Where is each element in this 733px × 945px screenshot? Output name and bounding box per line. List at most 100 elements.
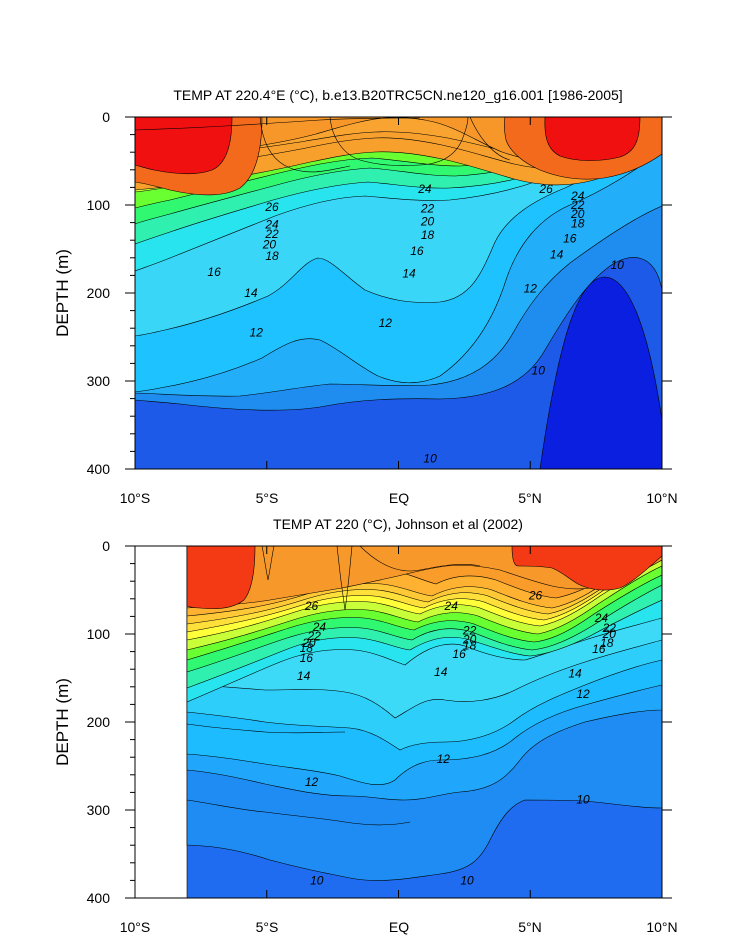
bot-xtick-5n: 5°N (518, 919, 542, 935)
bc-line-5 (186, 799, 411, 826)
bot-ytick-300: 300 (87, 802, 111, 818)
tc-line-2 (329, 117, 469, 166)
bottom-contour-label-20: 16 (592, 642, 606, 656)
bottom-contour-label-11: 16 (452, 647, 466, 661)
tf-left-cap-inner (135, 117, 233, 175)
top-contour-label-7: 12 (250, 326, 264, 340)
top-xtick-eq: EQ (389, 490, 409, 506)
bot-ytick-100: 100 (87, 626, 111, 642)
top-contour-label-11: 18 (421, 228, 435, 242)
bottom-panel: TEMP AT 220 (°C), Johnson et al (2002) D… (53, 516, 678, 935)
bottom-ytick-labels: 0 100 200 300 400 (87, 538, 111, 906)
top-ytick-300: 300 (87, 373, 111, 389)
top-contour-label-0: 26 (264, 200, 279, 214)
top-contour-label-24: 10 (532, 363, 546, 377)
top-contour-label-20: 22 (570, 198, 585, 212)
tc-line-3 (259, 117, 351, 173)
top-contour-label-1: 24 (264, 217, 279, 231)
bottom-ylabel: DEPTH (m) (53, 678, 72, 766)
top-ytick-labels: 0 100 200 300 400 (87, 109, 111, 477)
bottom-field (186, 546, 662, 898)
bottom-contour-label-0: 26 (304, 599, 319, 613)
bot-ytick-0: 0 (102, 538, 110, 554)
top-contour-label-23: 10 (611, 258, 625, 272)
bottom-contour-label-17: 22 (602, 621, 617, 635)
bottom-contour-label-18: 20 (602, 627, 617, 641)
tc-line-1 (135, 117, 421, 131)
bot-xtick-eq: EQ (389, 919, 409, 935)
top-contour-label-3: 20 (262, 238, 277, 252)
bottom-contour-label-3: 20 (301, 636, 316, 650)
bottom-contour-label-14: 12 (305, 775, 319, 789)
bot-ytick-200: 200 (87, 714, 111, 730)
bottom-yticks (125, 545, 672, 899)
top-contour-label-4: 18 (265, 249, 279, 263)
bc-line-spike2 (336, 546, 353, 611)
top-contour-label-13: 14 (402, 267, 416, 281)
top-ytick-400: 400 (87, 461, 111, 477)
top-title: TEMP AT 220.4°E (°C), b.e13.B20TRC5CN.ne… (173, 87, 622, 103)
tc-line-4 (469, 117, 511, 161)
bc-line-spike1 (261, 546, 275, 581)
bot-f-left-red (186, 546, 256, 610)
top-contour-label-14: 12 (379, 316, 393, 330)
top-contour-label-2: 22 (264, 227, 279, 241)
bottom-contour-label-24: 10 (310, 873, 324, 887)
tf-right-cap-inner (544, 117, 641, 161)
bottom-contour-label-9: 20 (462, 632, 477, 646)
top-yticks (125, 116, 672, 470)
bot-xtick-5s: 5°S (256, 919, 279, 935)
bottom-xticks (134, 546, 663, 898)
top-xtick-10s: 10°S (120, 490, 151, 506)
top-ytick-0: 0 (102, 109, 110, 125)
top-xtick-5s: 5°S (256, 490, 279, 506)
top-contour-label-5: 16 (207, 265, 221, 279)
bottom-contour-label-5: 16 (300, 651, 314, 665)
bottom-contour-label-1: 24 (312, 620, 327, 634)
top-contour-label-16: 14 (550, 247, 564, 261)
top-contour-label-8: 24 (417, 182, 432, 196)
top-xtick-labels: 10°S 5°S EQ 5°N 10°N (120, 490, 678, 506)
bottom-contour-label-13: 12 (437, 752, 451, 766)
top-ytick-200: 200 (87, 285, 111, 301)
bottom-contour-lines (186, 546, 481, 826)
bottom-contour-label-19: 18 (600, 636, 614, 650)
bc-line-3 (359, 546, 481, 572)
bottom-xtick-labels: 10°S 5°S EQ 5°N 10°N (120, 919, 678, 935)
bottom-contour-labels: 2624222018161424222018161412122624222018… (297, 588, 616, 887)
bottom-contour-label-7: 24 (444, 599, 459, 613)
bottom-contour-label-10: 18 (463, 638, 477, 652)
top-contour-label-9: 22 (420, 202, 435, 216)
bottom-contour-label-25: 10 (460, 873, 474, 887)
top-contour-label-21: 24 (570, 189, 585, 203)
bot-ytick-400: 400 (87, 890, 111, 906)
bottom-contour-label-2: 22 (307, 629, 322, 643)
top-contour-labels: 2624222018161412242220181614121214161820… (207, 182, 624, 465)
bottom-contour-label-6: 14 (297, 669, 311, 683)
bottom-contour-label-23: 10 (576, 792, 590, 806)
top-contour-label-17: 16 (563, 231, 577, 245)
top-final (135, 117, 662, 196)
top-contour-lines (135, 117, 511, 173)
bottom-contour-label-15: 26 (528, 588, 543, 602)
top-contour-label-22: 26 (538, 182, 553, 196)
bottom-axes: 0 100 200 300 400 10°S 5°S EQ 5°N 10°N (87, 538, 678, 935)
bottom-contour-label-12: 14 (434, 665, 448, 679)
top-contour-label-19: 20 (570, 207, 585, 221)
bottom-contour-label-22: 12 (576, 687, 590, 701)
top-contour-label-18: 18 (571, 217, 585, 231)
top-contour-label-12: 16 (410, 244, 424, 258)
top-xticks (134, 117, 663, 469)
bot-xtick-10n: 10°N (646, 919, 677, 935)
bottom-contour-label-16: 24 (594, 611, 609, 625)
top-ylabel: DEPTH (m) (53, 249, 72, 337)
top-contour-label-25: 10 (423, 451, 437, 465)
bottom-contour-label-4: 18 (300, 641, 314, 655)
top-axes: 0 100 200 300 400 10°S 5°S EQ 5°N 10°N (87, 109, 678, 506)
top-contour-label-15: 12 (524, 282, 538, 296)
bc-line-4 (186, 723, 346, 734)
bot-f-right-red (511, 546, 662, 591)
bottom-contour-label-8: 22 (462, 624, 477, 638)
top-xtick-10n: 10°N (646, 490, 677, 506)
